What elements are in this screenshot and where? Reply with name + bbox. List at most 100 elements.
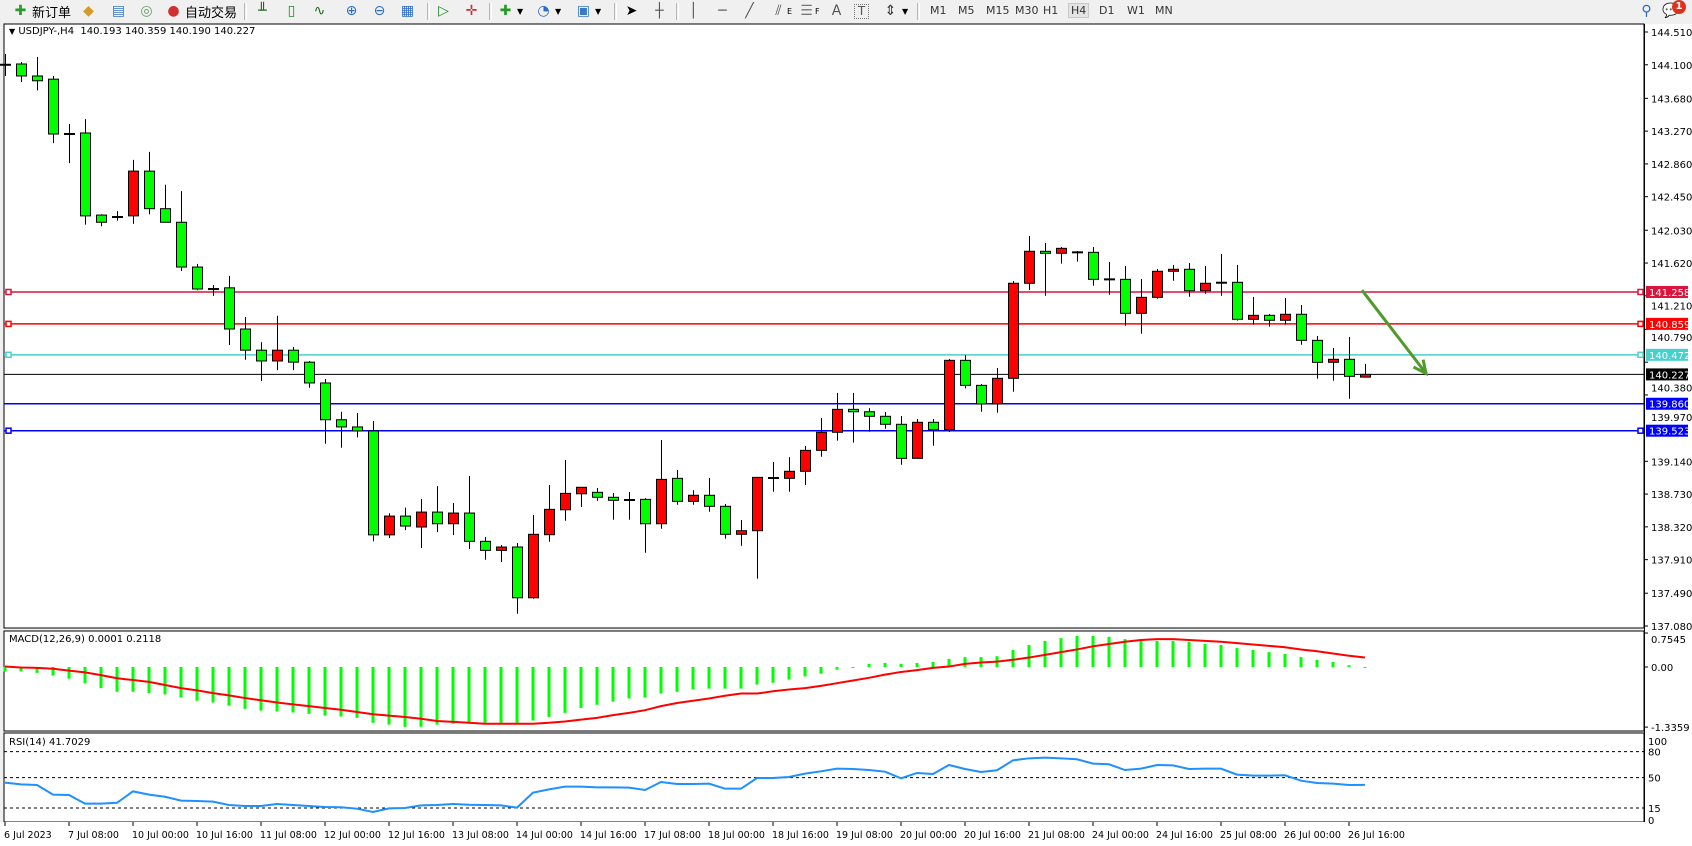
market-watch-button[interactable]: ◆ (80, 2, 97, 21)
rsi-tick-label: 80 (1648, 748, 1661, 759)
horizontal-line-button[interactable]: ─ (714, 2, 731, 21)
macd-histogram-bar (195, 667, 199, 701)
macd-histogram-bar (1283, 653, 1287, 667)
indicators-button[interactable]: ✚ ▼ (497, 2, 524, 21)
signals-button[interactable]: ◎ (138, 2, 155, 21)
macd-histogram-bar (1363, 666, 1367, 668)
macd-histogram-bar (1107, 636, 1111, 667)
price-tick-label: 144.510 (1651, 28, 1692, 39)
chart-shift-button[interactable]: ▷ (435, 2, 452, 21)
bull-candle (1152, 270, 1163, 298)
bear-candle (432, 511, 443, 525)
timeframe-m15[interactable]: M15 (986, 4, 1010, 17)
timeframe-h4[interactable]: H4 (1067, 3, 1090, 18)
macd-histogram-bar (531, 667, 535, 721)
line-handle-right[interactable] (1637, 288, 1644, 296)
bull-candle (528, 533, 539, 599)
macd-histogram-bar (595, 667, 599, 705)
price-tick-label: 140.790 (1651, 333, 1692, 344)
macd-histogram-bar (1219, 644, 1223, 667)
zoom-out-button[interactable]: ⊖ (371, 2, 388, 21)
chevron-down-icon: ▼ (902, 7, 909, 16)
timeframe-mn[interactable]: MN (1155, 4, 1173, 17)
notifications-button[interactable]: 💬 1 (1662, 0, 1686, 21)
bear-candle (928, 421, 939, 431)
macd-histogram-bar (1091, 635, 1095, 667)
cursor-button[interactable]: ➤ (623, 2, 640, 21)
time-tick-label: 19 Jul 08:00 (836, 830, 893, 841)
macd-histogram-bar (499, 667, 503, 723)
bar-chart-button[interactable]: ╨ (254, 2, 271, 21)
bull-candle (1168, 268, 1179, 272)
trendline-button[interactable]: ╱ (741, 2, 758, 21)
zoom-in-button[interactable]: ⊕ (343, 2, 360, 21)
bull-candle (272, 349, 283, 362)
timeframe-w1[interactable]: W1 (1127, 4, 1145, 17)
arrows-button[interactable]: ⇕ ▼ (882, 2, 909, 21)
line-handle-left[interactable] (5, 351, 12, 359)
line-handle-right[interactable] (1637, 351, 1644, 359)
macd-histogram-bar (1075, 635, 1079, 667)
line-handle-left[interactable] (5, 427, 12, 434)
tile-windows-button[interactable]: ▦ (399, 2, 416, 21)
toolbar-separator (489, 3, 492, 20)
candlestick-button[interactable]: ▯ (283, 2, 300, 21)
periods-button[interactable]: ◔ ▼ (535, 2, 561, 21)
macd-histogram-bar (1123, 639, 1127, 667)
bear-candle (1344, 358, 1355, 377)
crosshair-button[interactable]: ┼ (651, 2, 668, 21)
trend-arrow[interactable] (1360, 289, 1428, 375)
rsi-label: RSI(14) 41.7029 (9, 737, 91, 748)
rsi-tick-label: 15 (1648, 804, 1661, 815)
bull-candle (1008, 282, 1019, 379)
timeframe-m1[interactable]: M1 (930, 4, 947, 17)
price-label-139.523: 139.523 (1649, 427, 1690, 438)
new-order-button[interactable]: ✚ 新订单 (12, 2, 71, 21)
bear-candle (1312, 339, 1323, 363)
macd-histogram-bar (323, 667, 327, 716)
line-handle-right[interactable] (1637, 320, 1644, 328)
timeframe-m5[interactable]: M5 (958, 4, 975, 17)
time-tick-label: 24 Jul 00:00 (1092, 830, 1149, 841)
macd-histogram-bar (1187, 641, 1191, 667)
bear-candle (1120, 278, 1131, 314)
text-button[interactable]: A (828, 2, 845, 21)
symbol-info-text: USDJPY-,H4 140.193 140.359 140.190 140.2… (18, 26, 256, 37)
auto-scroll-button[interactable]: ✛ (463, 2, 480, 21)
bear-candle (896, 423, 907, 459)
macd-histogram-bar (915, 662, 919, 667)
fibonacci-button[interactable]: ☰ F (798, 2, 819, 21)
macd-histogram-bar (643, 667, 647, 698)
macd-signal-line (4, 638, 1366, 725)
macd-histogram-bar (19, 667, 23, 672)
collapse-triangle-icon[interactable]: ▼ (9, 27, 16, 36)
equidistant-channel-button[interactable]: ⫽ E (770, 2, 792, 21)
chart-shift-icon: ▷ (438, 3, 449, 19)
bear-candle (1184, 268, 1195, 292)
rsi-tick-label: 100 (1648, 737, 1667, 748)
search-button[interactable]: ⚲ (1638, 2, 1655, 21)
bid-price-label: 140.227 (1649, 370, 1690, 381)
macd-histogram-bar (355, 667, 359, 718)
line-handle-left[interactable] (5, 320, 12, 328)
bear-candle (672, 477, 683, 502)
time-tick-label: 18 Jul 00:00 (708, 830, 765, 841)
line-handle-left[interactable] (5, 288, 12, 296)
navigator-button[interactable]: ▤ (110, 2, 127, 21)
auto-trading-button[interactable]: ● 自动交易 (165, 2, 237, 21)
timeframe-h1[interactable]: H1 (1043, 4, 1059, 17)
macd-histogram-bar (1299, 657, 1303, 667)
line-handle-right[interactable] (1637, 427, 1644, 434)
text-label-button[interactable]: T (854, 2, 869, 21)
timeframe-d1[interactable]: D1 (1099, 4, 1115, 17)
timeframe-m30[interactable]: M30 (1015, 4, 1039, 17)
macd-histogram-bar (179, 667, 183, 698)
channel-letter: E (787, 7, 793, 16)
bull-candle (560, 492, 571, 511)
vertical-line-button[interactable]: │ (685, 2, 702, 21)
time-tick-label: 17 Jul 08:00 (644, 830, 701, 841)
templates-button[interactable]: ▣ ▼ (575, 2, 601, 21)
price-tick-label: 138.730 (1651, 490, 1692, 501)
line-chart-button[interactable]: ∿ (311, 2, 328, 21)
